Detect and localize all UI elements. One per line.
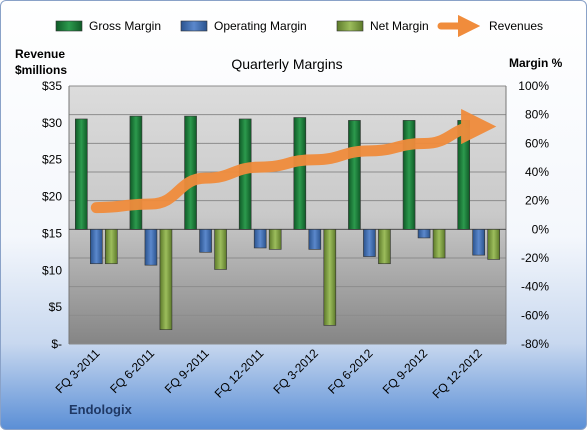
- right-tick-label: -40%: [521, 280, 549, 294]
- gross-margin-bar: [457, 120, 470, 230]
- legend-key-gross-margin: [55, 20, 83, 32]
- left-tick-label: $35: [42, 79, 62, 93]
- left-tick-label: $10: [42, 263, 62, 277]
- legend-label-revenues: Revenues: [489, 19, 543, 33]
- left-tick-label: $25: [42, 153, 62, 167]
- brand-name: Endologix: [69, 402, 133, 417]
- net-margin-bar: [268, 229, 282, 250]
- right-tick-label: 20%: [525, 194, 549, 208]
- chart-title: Quarterly Margins: [231, 56, 342, 72]
- left-axis-title-line1: Revenue: [15, 47, 65, 61]
- operating-margin-bar: [417, 229, 431, 239]
- operating-margin-bar: [253, 229, 267, 249]
- net-margin-bar: [105, 229, 118, 265]
- operating-margin-bar: [144, 229, 158, 266]
- gross-margin-bar: [129, 115, 143, 230]
- net-margin-bar: [323, 229, 337, 326]
- left-axis-title-line2: $millions: [15, 63, 67, 77]
- right-tick-label: -20%: [521, 251, 549, 265]
- category-label: FQ 6-2011: [107, 346, 157, 396]
- category-label: FQ 12-2012: [430, 346, 485, 401]
- legend-key-net-margin: [336, 20, 364, 32]
- net-margin-bar: [159, 229, 173, 330]
- gross-margin-bar: [184, 115, 197, 230]
- category-label: FQ 3-2011: [53, 346, 103, 396]
- net-margin-bar: [214, 229, 227, 270]
- right-axis-title: Margin %: [509, 56, 563, 70]
- category-label: FQ 3-2012: [270, 346, 321, 397]
- category-label: FQ 9-2011: [162, 346, 212, 396]
- operating-margin-bar: [199, 229, 212, 253]
- revenues-line: [90, 108, 497, 214]
- left-tick-label: $-: [51, 337, 62, 351]
- legend-key-operating-margin: [180, 20, 208, 32]
- right-tick-label: -80%: [521, 337, 549, 351]
- legend-label-operating-margin: Operating Margin: [214, 19, 307, 33]
- gross-margin-bar: [348, 120, 361, 230]
- category-label: FQ 12-2011: [212, 346, 267, 401]
- net-margin-bar: [378, 229, 391, 265]
- left-tick-label: $20: [42, 190, 62, 204]
- legend: Gross Margin Operating Margin Net Margin Re…: [55, 14, 543, 38]
- right-tick-label: 40%: [525, 165, 549, 179]
- operating-margin-bar: [363, 229, 376, 257]
- category-label: FQ 6-2012: [325, 346, 376, 397]
- operating-margin-bar: [308, 229, 322, 250]
- left-tick-label: $30: [42, 116, 62, 130]
- right-tick-label: 60%: [525, 136, 549, 150]
- gross-margin-bar: [293, 117, 307, 230]
- category-label: FQ 9-2012: [380, 346, 431, 397]
- left-tick-label: $15: [42, 226, 62, 240]
- gross-margin-bar: [75, 118, 88, 230]
- net-margin-bar: [432, 229, 446, 259]
- right-tick-label: 80%: [525, 108, 549, 122]
- right-tick-label: -60%: [521, 308, 549, 322]
- right-tick-label: 100%: [518, 79, 549, 93]
- right-tick-label: 0%: [532, 222, 550, 236]
- operating-margin-bar: [90, 229, 103, 265]
- operating-margin-bar: [472, 229, 485, 256]
- left-tick-label: $5: [49, 300, 63, 314]
- net-margin-bar: [487, 229, 500, 260]
- legend-label-net-margin: Net Margin: [370, 19, 429, 33]
- gross-margin-bar: [402, 120, 416, 230]
- legend-label-gross-margin: Gross Margin: [89, 19, 161, 33]
